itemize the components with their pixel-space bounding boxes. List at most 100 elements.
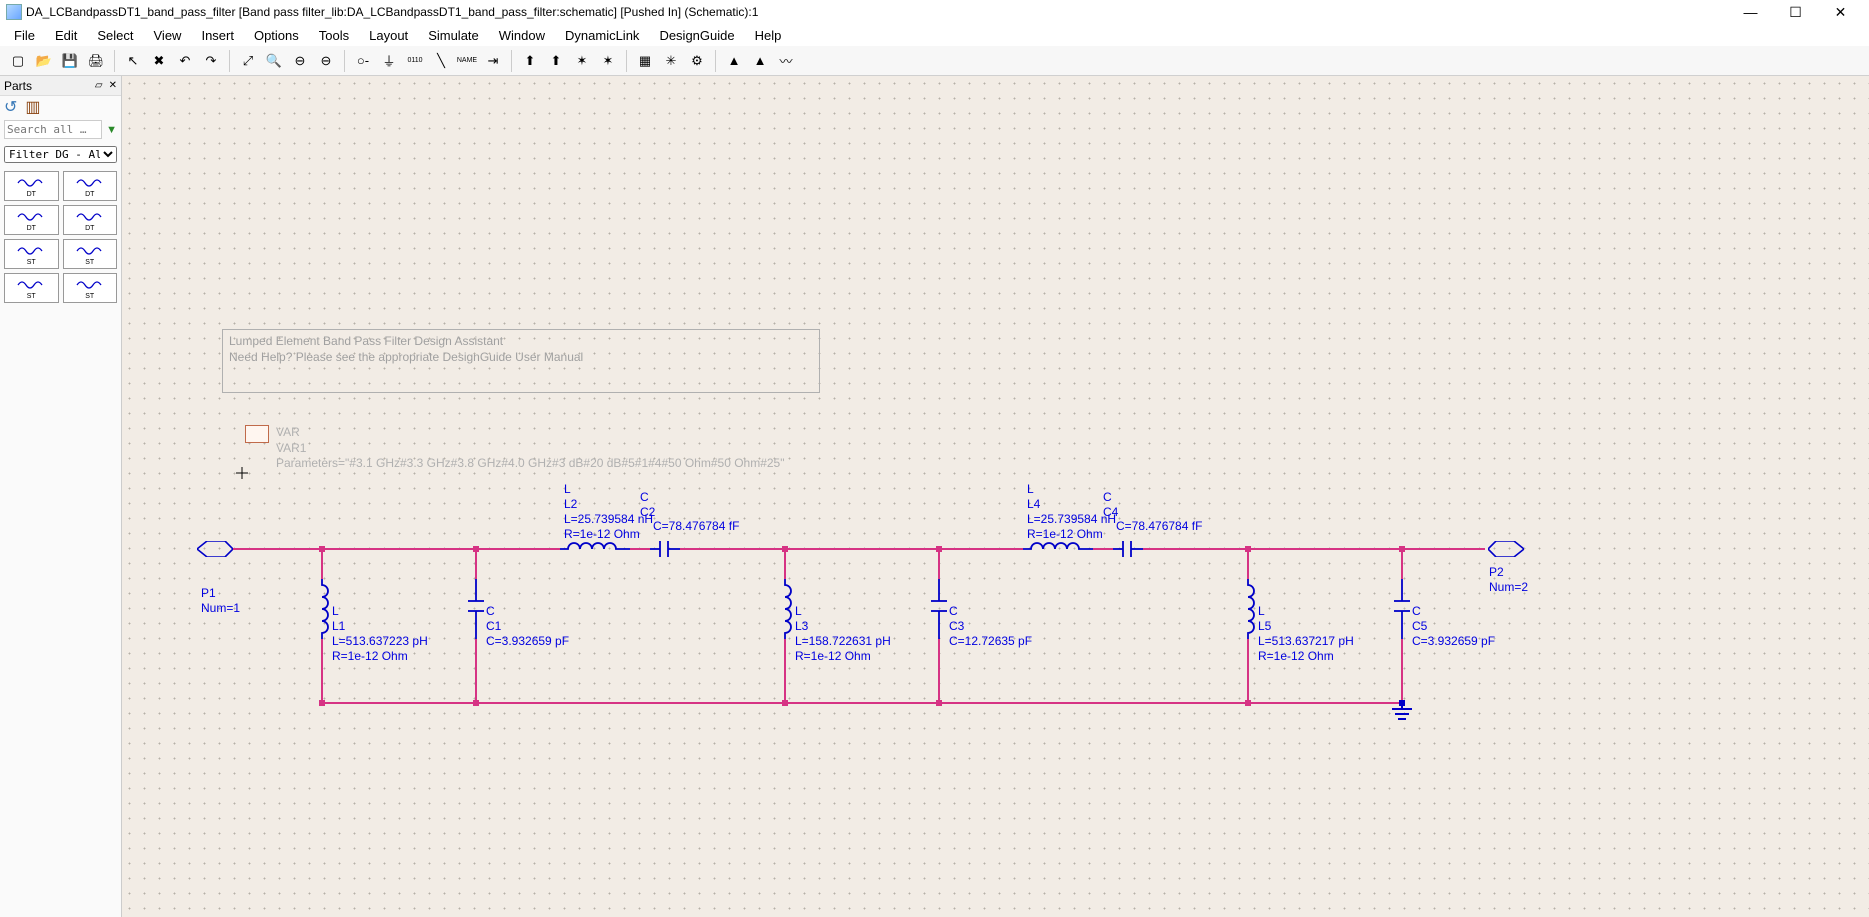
node-top-2 xyxy=(782,546,788,552)
toolbar-sim2-button[interactable]: ⬆ xyxy=(544,49,568,73)
menu-tools[interactable]: Tools xyxy=(309,26,359,45)
menu-window[interactable]: Window xyxy=(489,26,555,45)
toolbar-net-button[interactable]: ╲ xyxy=(429,49,453,73)
parts-search-input[interactable] xyxy=(4,120,102,139)
toolbar-save-button[interactable]: 💾 xyxy=(58,49,82,73)
shunt-c5[interactable] xyxy=(1392,579,1412,639)
toolbar-undo-button[interactable]: ↶ xyxy=(173,49,197,73)
parts-search-row: ▼ xyxy=(0,118,121,141)
shunt-c3[interactable] xyxy=(929,579,949,639)
toolbar-zoom-fit-button[interactable]: ⤢ xyxy=(236,49,260,73)
toolbar-opt2-button[interactable]: ✳ xyxy=(659,49,683,73)
menu-view[interactable]: View xyxy=(144,26,192,45)
toolbar-push-button[interactable]: ⇥ xyxy=(481,49,505,73)
zoom-minus2-icon: ⊖ xyxy=(321,53,332,69)
shunt-c5-label: CC5C=3.932659 pF xyxy=(1412,604,1495,649)
menu-layout[interactable]: Layout xyxy=(359,26,418,45)
toolbar-sim3-button[interactable]: ✶ xyxy=(570,49,594,73)
menu-simulate[interactable]: Simulate xyxy=(418,26,489,45)
menu-dynamiclink[interactable]: DynamicLink xyxy=(555,26,649,45)
menu-options[interactable]: Options xyxy=(244,26,309,45)
node-top-3 xyxy=(936,546,942,552)
series-capacitor-0[interactable] xyxy=(650,539,680,559)
toolbar-zoom-in-button[interactable]: 🔍 xyxy=(262,49,286,73)
menu-file[interactable]: File xyxy=(4,26,45,45)
library-select[interactable]: Filter DG - Al… xyxy=(4,146,117,163)
schematic-canvas[interactable]: Lumped Element Band Pass Filter Design A… xyxy=(122,76,1869,917)
series-join-0 xyxy=(630,548,650,550)
toolbar-zoom-minus-button[interactable]: ⊖ xyxy=(288,49,312,73)
toolbar-tune-up-button[interactable]: ▲ xyxy=(722,49,746,73)
shunt-l5[interactable] xyxy=(1238,579,1258,639)
series-inductor-1[interactable] xyxy=(1023,539,1093,559)
shunt-top-3 xyxy=(938,549,940,579)
toolbar-ground-button[interactable]: ⏚ xyxy=(377,49,401,73)
schematic-canvas-wrap: Lumped Element Band Pass Filter Design A… xyxy=(122,76,1869,917)
toolbar-pointer-button[interactable]: ↖ xyxy=(121,49,145,73)
series-capacitor-1[interactable] xyxy=(1113,539,1143,559)
palette-part-3[interactable]: DT xyxy=(63,205,118,235)
menu-designguide[interactable]: DesignGuide xyxy=(649,26,744,45)
palette-part-2[interactable]: DT xyxy=(4,205,59,235)
toolbar-open-button[interactable]: 📂 xyxy=(32,49,56,73)
toolbar-opt1-button[interactable]: ▦ xyxy=(633,49,657,73)
history-icon[interactable]: ↺ xyxy=(4,97,17,117)
shunt-c3-label: CC3C=12.72635 pF xyxy=(949,604,1032,649)
toolbar-sim4-button[interactable]: ✶ xyxy=(596,49,620,73)
parts-quick-icons: ↺ ▥ xyxy=(0,96,121,118)
shunt-l1[interactable] xyxy=(312,579,332,639)
menu-edit[interactable]: Edit xyxy=(45,26,87,45)
tune-up-icon: ▲ xyxy=(728,53,741,68)
toolbar-sim1-button[interactable]: ⬆ xyxy=(518,49,542,73)
toolbar-opt3-button[interactable]: ⚙ xyxy=(685,49,709,73)
minimize-button[interactable]: — xyxy=(1728,1,1773,23)
toolbar-print-button[interactable]: 🖨 xyxy=(84,49,108,73)
toolbar-var-button[interactable]: 0110 xyxy=(403,49,427,73)
node-top-5 xyxy=(1399,546,1405,552)
part-tag: DT xyxy=(85,225,94,232)
shunt-l3[interactable] xyxy=(775,579,795,639)
toolbar-delete-button[interactable]: ✖ xyxy=(147,49,171,73)
palette-part-0[interactable]: DT xyxy=(4,171,59,201)
palette-part-1[interactable]: DT xyxy=(63,171,118,201)
toolbar-plot-button[interactable]: 〰 xyxy=(774,49,798,73)
series-C-val-0: C=78.476784 fF xyxy=(653,519,739,534)
shunt-bot-3 xyxy=(938,639,940,703)
toolbar-zoom-minus2-button[interactable]: ⊖ xyxy=(314,49,338,73)
ground-icon: ⏚ xyxy=(382,51,395,70)
toolbar-redo-button[interactable]: ↷ xyxy=(199,49,223,73)
var-icon[interactable] xyxy=(245,425,269,443)
toolbar: ▢📂💾🖨↖✖↶↷⤢🔍⊖⊖○-⏚0110╲NAME⇥⬆⬆✶✶▦✳⚙▲▲〰 xyxy=(0,46,1869,76)
series-inductor-0[interactable] xyxy=(560,539,630,559)
filter-icon[interactable]: ▼ xyxy=(106,124,117,136)
app-icon xyxy=(6,4,22,20)
parts-panel-title: Parts xyxy=(4,79,95,93)
shunt-bot-4 xyxy=(1247,639,1249,703)
opt2-icon: ✳ xyxy=(666,53,677,69)
toolbar-new-button[interactable]: ▢ xyxy=(6,49,30,73)
menu-select[interactable]: Select xyxy=(87,26,143,45)
port-p1[interactable] xyxy=(197,541,233,557)
toolbar-name-button[interactable]: NAME xyxy=(455,49,479,73)
toolbar-tune-dn-button[interactable]: ▲ xyxy=(748,49,772,73)
toolbar-wire-button[interactable]: ○- xyxy=(351,49,375,73)
shunt-c1[interactable] xyxy=(466,579,486,639)
node-top-0 xyxy=(319,546,325,552)
var-params: Parameters="#3.1 GHz#3.3 GHz#3.8 GHz#4.0… xyxy=(276,456,784,472)
part-tag: DT xyxy=(85,191,94,198)
panel-float-icon[interactable]: ▱ xyxy=(95,80,103,91)
parts-palette: DTDTDTDTSTSTSTST xyxy=(0,167,121,307)
maximize-button[interactable]: ☐ xyxy=(1773,1,1818,23)
close-button[interactable]: ✕ xyxy=(1818,1,1863,23)
save-icon: 💾 xyxy=(62,53,78,69)
palette-part-6[interactable]: ST xyxy=(4,273,59,303)
menu-insert[interactable]: Insert xyxy=(191,26,244,45)
panel-close-icon[interactable]: ✕ xyxy=(109,80,117,91)
library-icon[interactable]: ▥ xyxy=(25,97,40,117)
node-top-1 xyxy=(473,546,479,552)
palette-part-4[interactable]: ST xyxy=(4,239,59,269)
port-p2[interactable] xyxy=(1488,541,1524,557)
palette-part-7[interactable]: ST xyxy=(63,273,118,303)
menu-help[interactable]: Help xyxy=(745,26,792,45)
palette-part-5[interactable]: ST xyxy=(63,239,118,269)
